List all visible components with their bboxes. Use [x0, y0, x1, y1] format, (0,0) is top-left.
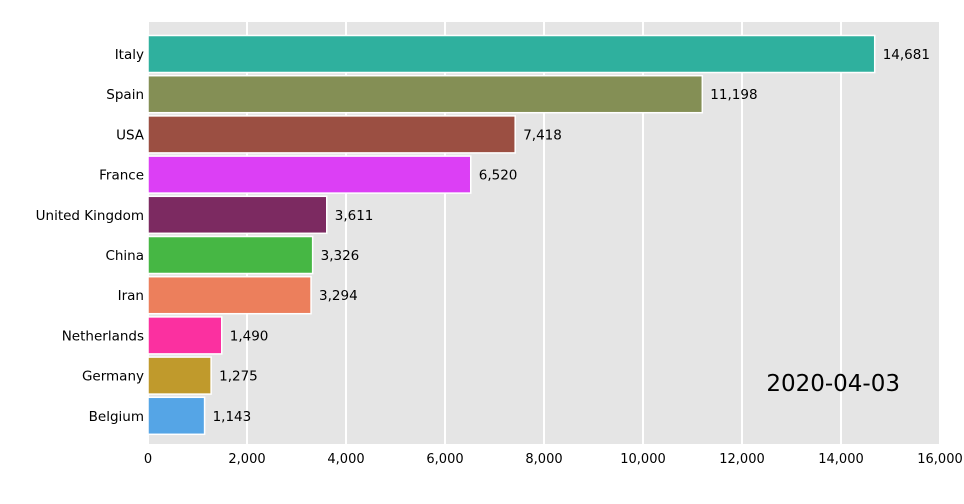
bar-netherlands [147, 316, 223, 355]
bar-germany [147, 356, 212, 395]
category-label: China [105, 248, 144, 264]
value-label: 1,490 [230, 328, 269, 344]
bar-iran [147, 275, 312, 315]
x-tick-label: 2,000 [228, 452, 265, 467]
value-label: 3,294 [319, 288, 358, 304]
x-tick-label: 4,000 [327, 452, 364, 467]
value-label: 11,198 [710, 87, 757, 103]
category-label: Netherlands [62, 328, 144, 344]
bar-france [147, 155, 472, 194]
x-tick-label: 0 [144, 452, 152, 467]
bars [147, 34, 876, 436]
category-label: United Kingdom [36, 208, 144, 224]
category-label: Belgium [89, 409, 144, 425]
bar-china [147, 235, 314, 275]
x-tick-label: 16,000 [917, 452, 963, 467]
category-label: Germany [82, 369, 144, 385]
x-tick-label: 10,000 [620, 452, 666, 467]
x-tick-label: 12,000 [719, 452, 765, 467]
x-tick-label: 14,000 [818, 452, 864, 467]
category-label: Iran [118, 288, 144, 304]
category-label: Spain [106, 87, 144, 103]
bar-usa [147, 115, 516, 154]
value-label: 1,143 [213, 409, 252, 425]
value-label: 3,611 [335, 208, 374, 224]
value-label: 6,520 [479, 168, 518, 184]
bar-spain [147, 74, 704, 114]
x-tick-label: 6,000 [426, 452, 463, 467]
value-label: 1,275 [219, 369, 258, 385]
bar-united-kingdom [147, 195, 328, 235]
bar-italy [147, 34, 876, 74]
category-label: France [99, 168, 144, 184]
category-label: Italy [115, 47, 144, 63]
labels: 0 2,000 4,000 6,000 8,000 10,000 12,000 14,000 1… [36, 47, 963, 467]
value-label: 3,326 [321, 248, 360, 264]
date-label: 2020-04-03 [766, 371, 900, 397]
x-tick-label: 8,000 [525, 452, 562, 467]
bar-belgium [147, 396, 206, 436]
value-label: 7,418 [523, 127, 562, 143]
category-label: USA [116, 127, 145, 143]
value-label: 14,681 [883, 47, 930, 63]
